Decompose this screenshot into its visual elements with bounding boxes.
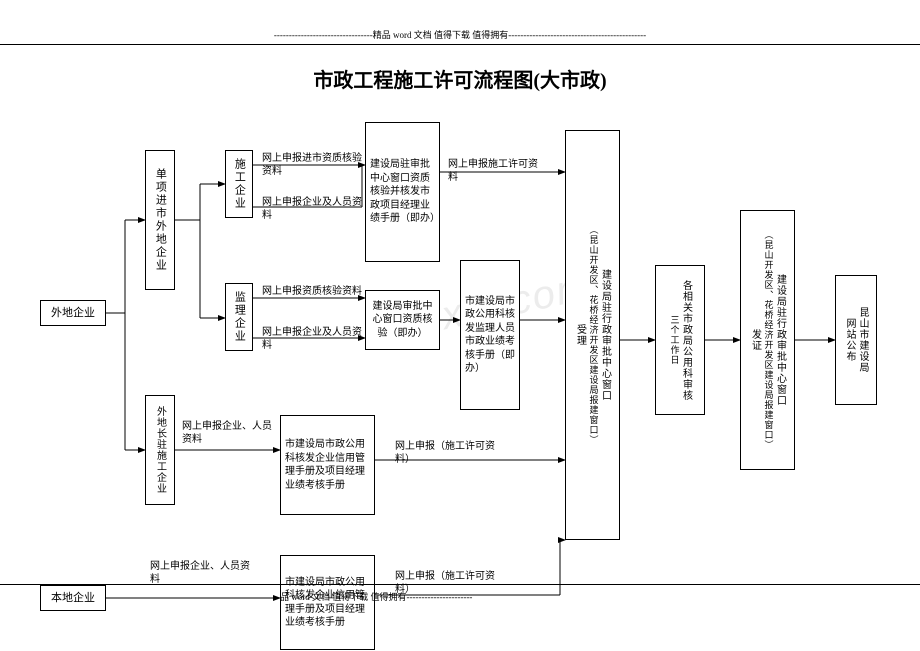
node-sjs-gys: 市建设局市政公用科核发监理人员市政业绩考核手册（即办） (460, 260, 520, 410)
page-title: 市政工程施工许可流程图(大市政) (0, 64, 920, 93)
label-l7: 网上申报（施工许可资料） (395, 440, 495, 466)
col-a: 各相关市政局公用科审核 (680, 280, 691, 401)
label-l2: 网上申报企业及人员资料 (262, 196, 362, 222)
header-rule (0, 44, 920, 45)
node-shigong-qiye: 施工企业 (225, 150, 253, 218)
col-b: 网站公布 (844, 318, 855, 362)
node-waidi-qiye: 外地企业 (40, 300, 106, 326)
col-a: 昆山市建设局 (857, 307, 868, 373)
label-l4: 网上申报企业及人员资料 (262, 326, 362, 352)
label-l3: 网上申报资质核验资料 (262, 285, 362, 298)
node-jsj-shouli: 建设局驻行政审批中心窗口 （昆山开发区、花桥经济开发区建设局报建窗口） 受理 (565, 130, 620, 540)
label-l1: 网上申报进市资质核验资料 (262, 152, 362, 178)
col-c: 发证 (750, 329, 761, 351)
node-bendi-qiye: 本地企业 (40, 585, 106, 611)
node-gejuke: 各相关市政局公用科审核 三个工作日 (655, 265, 705, 415)
node-jsb-spzx-heyan: 建设局驻审批中心窗口资质核验并核发市政项目经理业绩手册（即办） (365, 122, 440, 262)
node-jianli-qiye: 监理企业 (225, 283, 253, 351)
col-c: 受理 (575, 324, 586, 346)
footer-rule (0, 584, 920, 585)
node-jsb-spzx-zizhi: 建设局审批中心窗口资质核验（即办） (365, 290, 440, 350)
node-danxiang: 单项进市外地企业 (145, 150, 175, 290)
label-l5: 网上申报施工许可资料 (448, 158, 538, 184)
node-sjs-xinyong1: 市建设局市政公用科核发企业信用管理手册及项目经理业绩考核手册 (280, 415, 375, 515)
col-a: 建设局驻行政审批中心窗口 (599, 269, 610, 401)
label-l8: 网上申报企业、人员资料 (150, 560, 250, 586)
col-b: （昆山开发区、花桥经济开发区建设局报建窗口） (763, 230, 773, 450)
label-l6: 网上申报企业、人员资料 (182, 420, 272, 446)
footer-text: 品 word 文档 值得下载 值得拥有---------------------… (280, 590, 472, 603)
header-text: ---------------------------------精品 word… (0, 28, 920, 41)
col-b: 三个工作日 (669, 315, 679, 365)
col-a: 建设局驻行政审批中心窗口 (774, 274, 785, 406)
node-fazheng: 建设局驻行政审批中心窗口 （昆山开发区、花桥经济开发区建设局报建窗口） 发证 (740, 210, 795, 470)
node-waidi-changzhu: 外地长驻施工企业 (145, 395, 175, 505)
node-gongbu: 昆山市建设局 网站公布 (835, 275, 877, 405)
col-b: （昆山开发区、花桥经济开发区建设局报建窗口） (588, 225, 598, 445)
